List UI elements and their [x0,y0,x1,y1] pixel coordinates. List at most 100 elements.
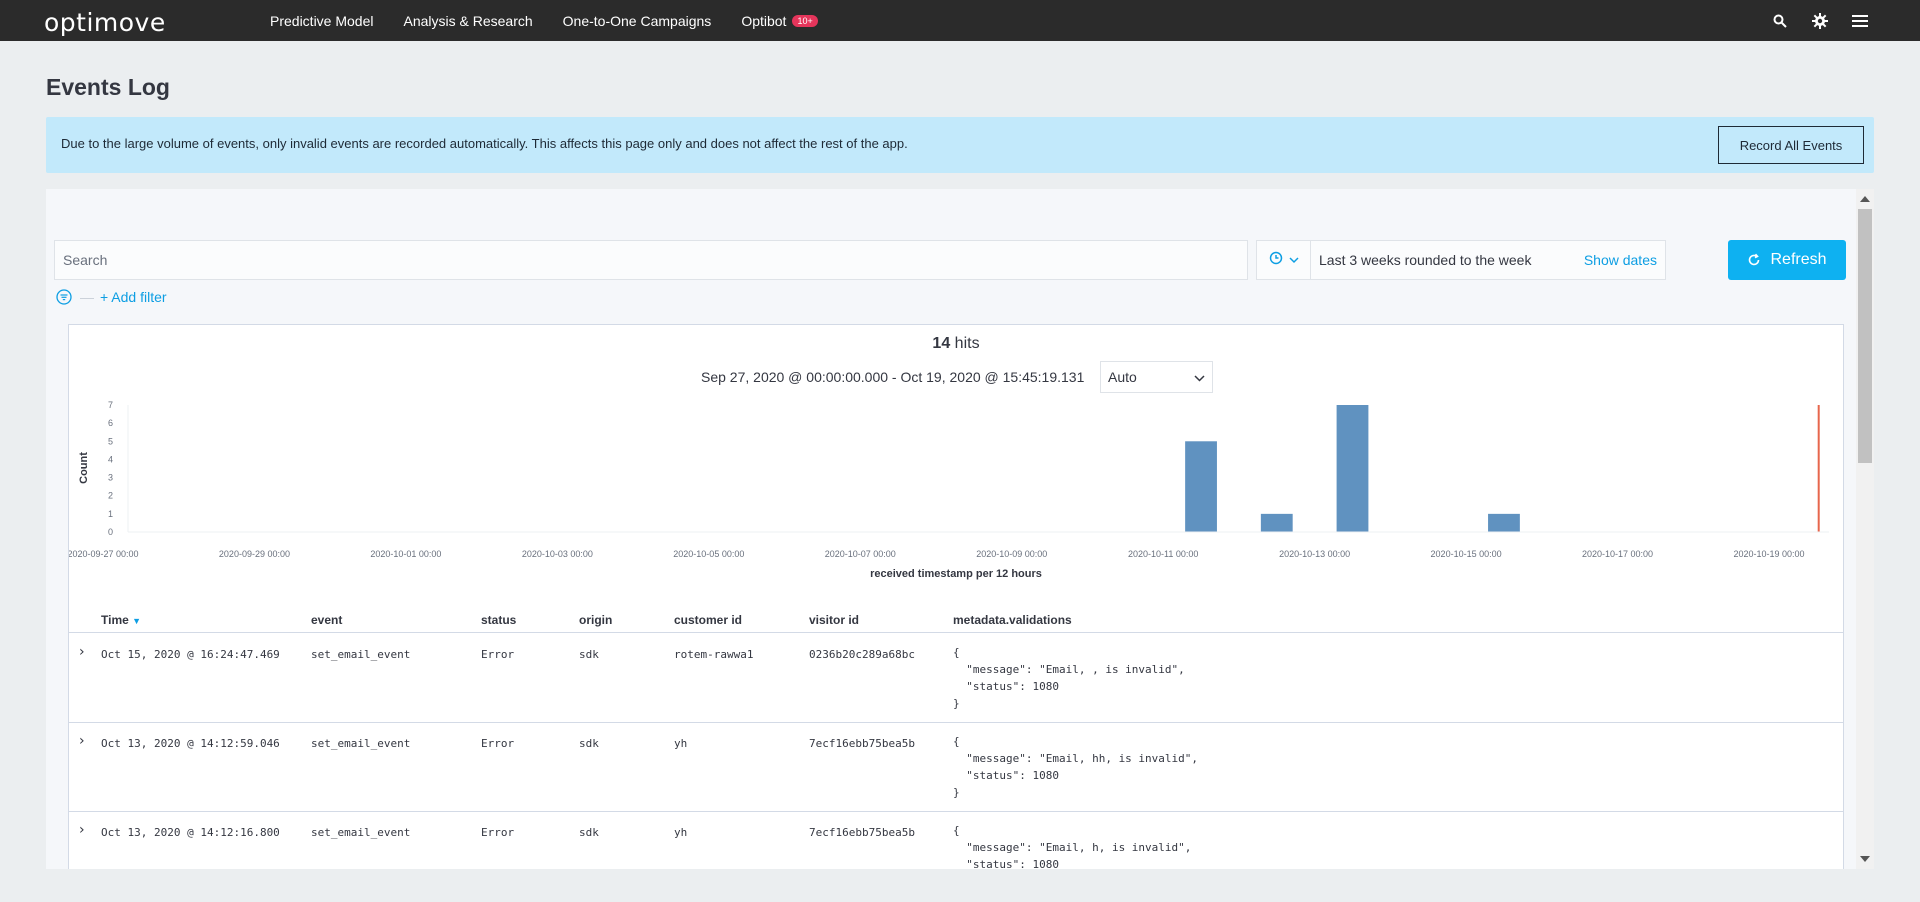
cell-time: Oct 15, 2020 @ 16:24:47.469 [101,648,280,661]
interval-select[interactable]: Auto [1100,361,1213,393]
histogram-bar[interactable] [1185,441,1217,532]
nav-optibot[interactable]: Optibot 10+ [741,13,818,29]
search-input[interactable] [54,240,1248,280]
column-header-origin[interactable]: origin [579,613,613,627]
y-axis-label: Count [78,452,90,484]
y-tick-label: 3 [108,473,113,483]
x-tick-label: 2020-10-11 00:00 [1128,549,1198,559]
histogram-bar[interactable] [1488,513,1520,532]
histogram-chart: Count received timestamp per 12 hours 0 1… [69,400,1829,580]
cell-visitor-id: 7ecf16ebb75bea5b [809,737,915,750]
column-header-customer-id[interactable]: customer id [674,613,743,627]
record-all-events-button[interactable]: Record All Events [1718,126,1864,164]
json-open: { [953,646,960,659]
chevron-down-icon [1194,369,1205,385]
page-title: Events Log [46,74,170,100]
nav-label: One-to-One Campaigns [562,12,712,29]
x-tick-label: 2020-10-01 00:00 [370,549,441,559]
json-status: "status": 1080 [953,769,1059,782]
notification-badge: 10+ [792,14,818,27]
callout-text: Due to the large volume of events, only … [61,136,908,151]
column-header-metadata-validations[interactable]: metadata.validations [953,613,1072,627]
quick-menu-button[interactable] [1257,241,1311,279]
discover-panel: Last 3 weeks rounded to the week Show da… [46,189,1856,869]
x-tick-label: 2020-09-27 00:00 [69,549,139,559]
json-status: "status": 1080 [953,680,1059,693]
nav-label: Analysis & Research [403,12,533,29]
add-filter-button[interactable]: + Add filter [100,289,167,305]
table-row[interactable]: › Oct 13, 2020 @ 14:12:59.046 set_email_ev… [69,723,1843,812]
json-message: "message": "Email, h, is invalid", [953,841,1192,854]
show-dates-link[interactable]: Show dates [1583,252,1657,268]
interval-value: Auto [1108,369,1137,385]
search-icon[interactable] [1760,0,1800,41]
filter-divider: — [80,289,94,305]
y-tick-label: 5 [108,436,113,446]
menu-icon[interactable] [1840,0,1880,41]
optimove-logo[interactable]: optimove [44,8,166,37]
nav-one-to-one-campaigns[interactable]: One-to-One Campaigns [563,13,712,29]
json-open: { [953,824,960,837]
column-header-status[interactable]: status [481,613,517,627]
filter-bar: — + Add filter [56,289,167,305]
y-tick-label: 4 [108,454,113,464]
cell-origin: sdk [579,737,599,750]
info-callout: Due to the large volume of events, only … [46,117,1874,173]
x-tick-label: 2020-10-09 00:00 [976,549,1047,559]
histogram-bar[interactable] [1260,513,1293,532]
cell-event: set_email_event [311,737,411,750]
histogram-bar[interactable] [1336,405,1369,532]
results-card: 14 hits Sep 27, 2020 @ 00:00:00.000 - Oc… [68,324,1844,869]
clock-icon [1269,251,1283,270]
json-open: { [953,735,960,748]
nav-predictive-model[interactable]: Predictive Model [270,13,374,29]
cell-customer-id: rotem-rawwa1 [674,648,754,661]
date-range-text: Sep 27, 2020 @ 00:00:00.000 - Oct 19, 20… [701,369,1085,385]
table-row[interactable]: › Oct 15, 2020 @ 16:24:47.469 set_email_ev… [69,634,1843,723]
hits-label: hits [954,335,980,352]
y-tick-label: 7 [108,400,113,410]
scroll-up-arrow-icon[interactable] [1860,196,1870,202]
table-row[interactable]: › Oct 13, 2020 @ 14:12:16.800 set_email_ev… [69,812,1843,869]
cell-status: Error [481,737,515,750]
column-label: Time [101,613,129,627]
time-range-label[interactable]: Last 3 weeks rounded to the week [1319,252,1532,268]
refresh-label: Refresh [1770,251,1827,268]
scroll-down-arrow-icon[interactable] [1860,856,1870,862]
cell-customer-id: yh [674,826,688,839]
y-tick-label: 0 [108,527,113,537]
expand-row-chevron-icon[interactable]: › [79,644,85,660]
column-header-time[interactable]: Time ▼ [101,613,141,627]
cell-metadata-validations: { "message": "Email, , is invalid", "sta… [953,644,1185,712]
refresh-button[interactable]: Refresh [1728,240,1846,280]
cell-event: set_email_event [311,648,411,661]
filter-options-icon[interactable] [56,289,72,305]
expand-row-chevron-icon[interactable]: › [79,822,85,838]
cell-customer-id: yh [674,737,688,750]
cell-visitor-id: 7ecf16ebb75bea5b [809,826,915,839]
y-tick-label: 6 [108,418,113,428]
main-nav: Predictive Model Analysis & Research One… [270,0,848,41]
json-message: "message": "Email, hh, is invalid", [953,752,1199,765]
cell-time: Oct 13, 2020 @ 14:12:59.046 [101,737,280,750]
expand-row-chevron-icon[interactable]: › [79,733,85,749]
column-header-visitor-id[interactable]: visitor id [809,613,860,627]
sort-down-icon[interactable]: ▼ [132,616,142,626]
cell-event: set_email_event [311,826,411,839]
cell-metadata-validations: { "message": "Email, hh, is invalid", "s… [953,733,1198,801]
x-axis-label: received timestamp per 12 hours [870,568,1042,580]
json-close: } [953,697,960,710]
x-tick-label: 2020-10-05 00:00 [673,549,744,559]
page-scrollbar[interactable] [1856,189,1874,869]
x-tick-label: 2020-10-13 00:00 [1279,549,1350,559]
scrollbar-thumb[interactable] [1858,209,1872,463]
chevron-down-icon [1288,251,1299,269]
gear-icon[interactable] [1800,0,1840,41]
nav-analysis-research[interactable]: Analysis & Research [404,13,533,29]
x-tick-label: 2020-10-15 00:00 [1431,549,1502,559]
cell-metadata-validations: { "message": "Email, h, is invalid", "st… [953,822,1191,869]
cell-visitor-id: 0236b20c289a68bc [809,648,915,661]
column-header-event[interactable]: event [311,613,343,627]
date-picker: Last 3 weeks rounded to the week Show da… [1256,240,1666,280]
refresh-icon [1747,253,1761,267]
